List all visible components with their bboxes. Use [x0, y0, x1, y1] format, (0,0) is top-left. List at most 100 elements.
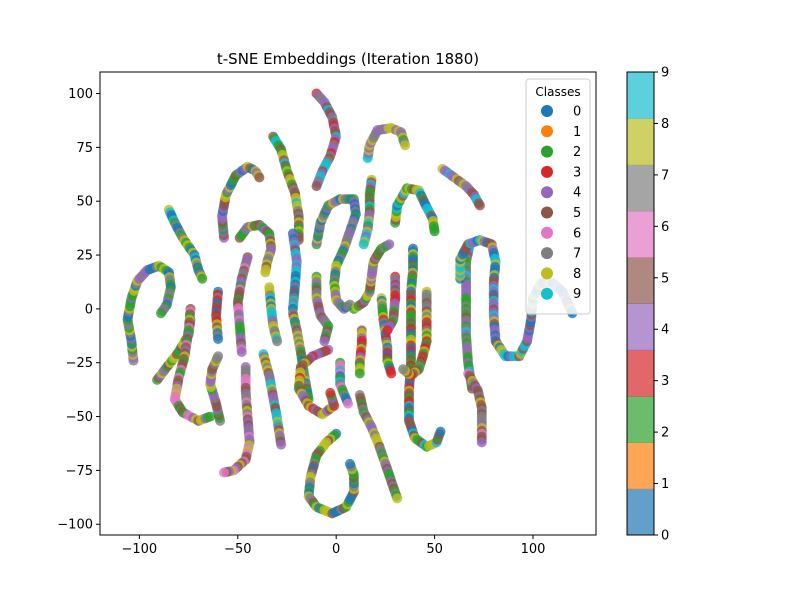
point-cluster	[398, 286, 432, 381]
legend-label: 2	[573, 145, 581, 160]
point-cluster	[335, 357, 353, 409]
x-tick-label: 100	[521, 542, 546, 557]
point-cluster	[205, 351, 226, 426]
colorbar-tick-label: 9	[661, 66, 669, 81]
data-point	[213, 334, 224, 344]
point-cluster	[169, 303, 216, 426]
legend-marker	[541, 105, 553, 117]
legend-entry: 1	[541, 125, 581, 140]
data-point	[435, 426, 446, 437]
data-point	[325, 387, 336, 398]
legend-marker	[541, 287, 553, 300]
colorbar-tick-label: 7	[661, 168, 669, 183]
legend-marker	[541, 186, 553, 199]
chart-title: t-SNE Embeddings (Iteration 1880)	[217, 50, 479, 68]
point-cluster	[354, 390, 403, 504]
legend-marker	[541, 125, 553, 138]
colorbar-segment	[627, 164, 654, 212]
data-point	[254, 172, 265, 183]
colorbar-segment	[627, 257, 654, 304]
data-point	[384, 239, 395, 250]
colorbar: 0 1 2 3 4 5 6 7 8 9	[626, 66, 669, 544]
x-axis: −100 −50 0 50 100	[122, 535, 546, 557]
legend-label: 4	[573, 186, 581, 201]
legend-marker	[541, 267, 553, 280]
data-point	[156, 308, 166, 319]
data-point	[260, 267, 271, 278]
point-cluster	[217, 161, 265, 243]
point-cluster	[287, 228, 302, 314]
data-point	[400, 140, 411, 151]
data-point	[219, 467, 229, 478]
data-point	[276, 439, 287, 450]
legend-entry: 6	[541, 226, 581, 241]
point-cluster	[354, 325, 367, 379]
y-tick-label: −75	[66, 464, 93, 479]
legend-label: 9	[573, 287, 581, 302]
colorbar-tick-label: 0	[661, 529, 669, 544]
data-point	[343, 398, 353, 409]
legend-label: 0	[573, 105, 581, 120]
point-cluster	[268, 131, 304, 245]
data-point	[311, 181, 322, 192]
legend-entry: 9	[541, 287, 581, 302]
point-cluster	[122, 260, 176, 366]
colorbar-frame	[626, 71, 655, 536]
colorbar-tick-label: 6	[661, 220, 669, 235]
y-tick-label: 100	[68, 87, 93, 102]
scatter-points	[122, 88, 578, 519]
colorbar-tick-label: 1	[661, 477, 669, 492]
point-cluster	[163, 204, 208, 284]
legend-entry: 0	[541, 105, 581, 120]
legend-label: 3	[573, 165, 581, 180]
point-cluster	[437, 163, 485, 211]
legend-label: 8	[573, 267, 581, 282]
x-tick-label: 0	[332, 542, 340, 557]
point-cluster	[463, 368, 487, 448]
colorbar-segment	[627, 349, 654, 397]
y-tick-label: 0	[85, 302, 93, 317]
legend-entry: 5	[541, 206, 581, 221]
legend-entry: 7	[541, 247, 581, 262]
data-point	[354, 368, 365, 379]
data-point	[398, 364, 409, 375]
colorbar-segment	[627, 210, 654, 258]
legend-entry: 2	[541, 145, 581, 160]
colorbar-segment	[627, 303, 654, 351]
data-point	[197, 273, 208, 284]
point-cluster	[362, 123, 411, 164]
point-cluster	[219, 362, 255, 478]
colorbar-tick-label: 3	[661, 374, 669, 389]
colorbar-segment	[627, 442, 654, 490]
legend: Classes 0 1 2 3 4 5 6 7 8 9	[525, 78, 591, 315]
legend-entry: 8	[541, 267, 581, 282]
data-point	[319, 336, 330, 347]
legend-label: 7	[573, 247, 581, 262]
colorbar-segment	[627, 396, 654, 443]
point-cluster	[264, 282, 283, 347]
legend-title: Classes	[535, 85, 580, 99]
point-cluster	[258, 349, 287, 450]
legend-marker	[541, 145, 553, 158]
point-cluster	[390, 183, 440, 237]
point-cluster	[311, 194, 361, 314]
data-point	[213, 351, 224, 362]
legend-entry: 4	[541, 186, 581, 201]
point-cluster	[311, 88, 342, 192]
point-cluster	[293, 344, 340, 420]
y-tick-label: −100	[57, 518, 93, 533]
point-cluster	[311, 271, 334, 347]
colorbar-tick-label: 8	[661, 117, 669, 132]
legend-label: 5	[573, 206, 581, 221]
colorbar-tick-label: 4	[661, 323, 669, 338]
legend-label: 1	[573, 125, 581, 140]
data-point	[205, 411, 216, 422]
data-point	[386, 368, 397, 379]
legend-label: 6	[573, 226, 581, 241]
y-tick-label: −50	[66, 410, 93, 425]
y-tick-label: 50	[76, 195, 93, 210]
y-tick-label: 75	[76, 141, 93, 156]
data-point	[382, 325, 393, 336]
data-point	[345, 458, 355, 469]
